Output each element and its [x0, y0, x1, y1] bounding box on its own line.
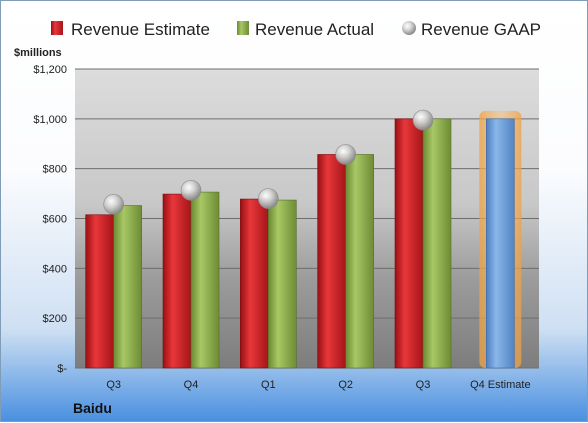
marker-revenue-gaap-3: [335, 144, 356, 165]
y-tick-label-800: $800: [43, 164, 67, 176]
x-tick-label-q3-4: Q3: [416, 379, 431, 391]
bar-revenue-actual-1: [190, 191, 220, 369]
legend-marker-revenue-gaap: [402, 21, 416, 35]
x-tick-label-q3-0: Q3: [106, 379, 121, 391]
bars: [85, 109, 522, 369]
y-tick-label-200: $200: [43, 313, 67, 325]
x-tick-label-q2-3: Q2: [338, 379, 353, 391]
y-tick-label-400: $400: [43, 263, 67, 275]
y-tick-label-600: $600: [43, 214, 67, 226]
x-tick-label-q4-1: Q4: [184, 379, 199, 391]
x-tick-label-q4-estimate-5: Q4 Estimate: [470, 379, 531, 391]
marker-revenue-gaap-1: [180, 180, 202, 201]
grid-lines: [75, 68, 539, 369]
y-axis-tick-labels: $- $200 $400 $600 $800 $1,000 $1,200: [33, 64, 67, 375]
legend-label-revenue-estimate: Revenue Estimate: [71, 20, 210, 39]
legend-label-revenue-actual: Revenue Actual: [255, 20, 374, 39]
bar-revenue-estimate-4: [394, 118, 424, 369]
bar-revenue-estimate-1: [162, 193, 192, 369]
bar-revenue-actual-0: [113, 205, 142, 369]
marker-revenue-gaap-2: [258, 188, 279, 209]
company-name: Baidu: [73, 400, 112, 416]
bar-revenue-estimate-2: [240, 198, 269, 369]
marker-revenue-gaap-4: [412, 109, 434, 131]
legend-swatch-revenue-actual: [237, 21, 249, 35]
y-tick-label-1200: $1,200: [33, 64, 67, 76]
marker-revenue-gaap-0: [103, 193, 124, 215]
legend-swatch-revenue-estimate: [51, 21, 63, 35]
bar-q4-estimate: [486, 118, 515, 369]
bar-revenue-actual-4: [422, 118, 452, 369]
y-tick-label-1000: $1,000: [33, 114, 67, 126]
bar-revenue-estimate-3: [317, 154, 346, 369]
y-tick-label-0: $-: [57, 363, 67, 375]
bar-revenue-actual-3: [345, 154, 374, 369]
legend: Revenue Estimate Revenue Actual Revenue …: [51, 20, 541, 39]
y-axis-unit-label: $millions: [14, 47, 62, 59]
bar-revenue-estimate-0: [85, 214, 114, 369]
x-axis-tick-labels: Q3 Q4 Q1 Q2 Q3 Q4 Estimate: [106, 379, 530, 391]
legend-label-revenue-gaap: Revenue GAAP: [421, 20, 541, 39]
x-tick-label-q1-2: Q1: [261, 379, 276, 391]
bar-revenue-actual-2: [268, 199, 297, 369]
